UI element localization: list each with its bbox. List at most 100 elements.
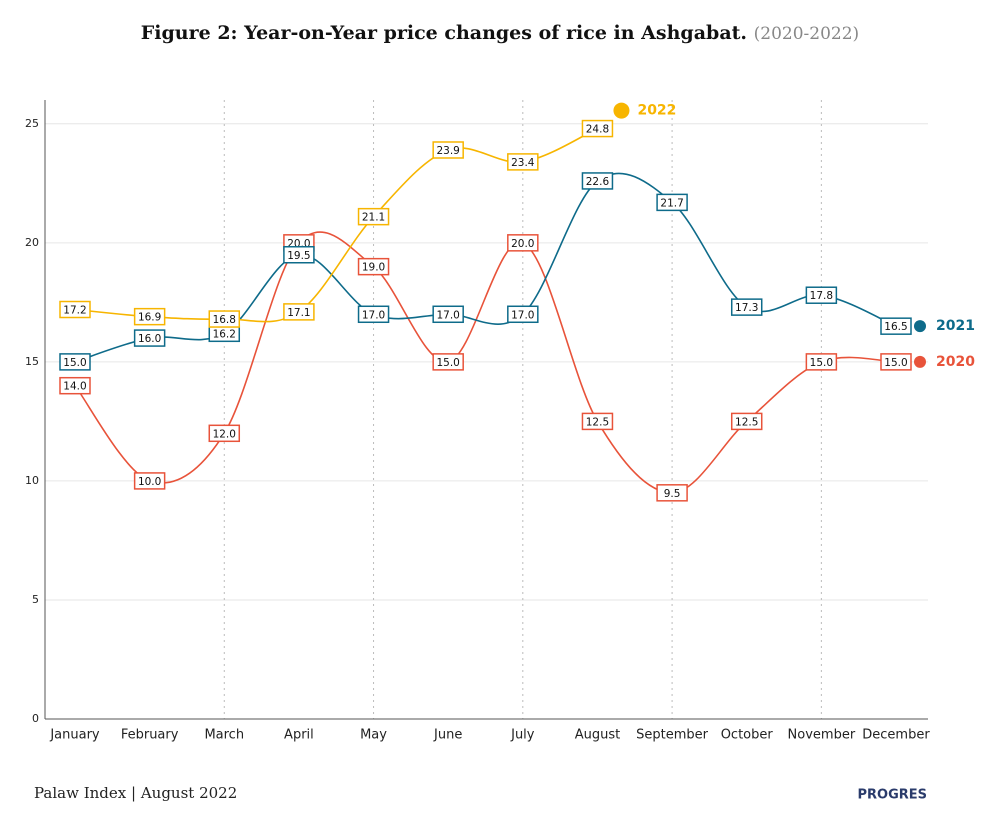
line <box>74 172 897 363</box>
label-text: 15.0 <box>884 357 907 369</box>
label-box <box>805 353 838 371</box>
legend-label: 2022 <box>637 103 676 119</box>
line <box>74 231 897 494</box>
data-label: 16.0 <box>133 329 166 347</box>
legend-label: 2020 <box>936 354 975 370</box>
data-label: 12.0 <box>208 424 241 443</box>
label-text: 12.0 <box>213 428 236 440</box>
label-box <box>880 353 912 371</box>
end-marker <box>914 320 926 333</box>
label-box <box>507 234 539 252</box>
label-text: 16.9 <box>138 312 161 324</box>
data-label: 16.9 <box>133 307 166 326</box>
label-text: 12.5 <box>586 416 609 428</box>
label-box <box>59 300 91 319</box>
label-box <box>208 310 241 328</box>
label-box <box>507 153 539 171</box>
data-label: 15.0 <box>432 353 464 371</box>
label-text: 12.5 <box>735 416 758 428</box>
label-box <box>432 141 464 159</box>
label-text: 16.2 <box>213 328 236 340</box>
data-label: 21.1 <box>357 207 390 226</box>
x-tick-label: February <box>121 728 179 743</box>
label-text: 16.8 <box>213 314 236 326</box>
data-label: 17.0 <box>357 305 390 324</box>
label-text: 15.0 <box>436 357 459 369</box>
data-label: 16.5 <box>880 317 912 335</box>
label-box <box>805 286 838 304</box>
label-box <box>730 298 763 316</box>
label-text: 21.7 <box>660 197 683 209</box>
data-label: 17.8 <box>805 286 838 304</box>
label-text: 19.0 <box>362 262 385 274</box>
label-text: 10.0 <box>138 476 161 488</box>
data-label: 20.0 <box>507 234 539 252</box>
label-box <box>283 303 315 321</box>
label-box <box>357 207 390 226</box>
x-tick-label: January <box>49 728 100 743</box>
label-text: 22.6 <box>586 176 610 188</box>
data-label: 16.2 <box>208 324 241 343</box>
label-text: 17.0 <box>436 309 459 321</box>
y-tick-label: 25 <box>25 117 39 130</box>
label-text: 17.1 <box>287 307 310 319</box>
x-tick-label: October <box>721 728 774 743</box>
label-text: 17.3 <box>735 302 758 314</box>
label-box <box>581 412 614 431</box>
label-text: 20.0 <box>511 238 534 250</box>
end-marker <box>613 102 630 119</box>
source: Palaw Index | August 2022 <box>34 784 237 802</box>
x-tick-label: April <box>284 728 314 743</box>
label-box <box>880 317 912 335</box>
data-label: 14.0 <box>59 376 91 395</box>
chart-title: Figure 2: Year-on-Year price changes of … <box>141 22 859 44</box>
label-text: 14.0 <box>63 381 86 393</box>
data-label: 17.0 <box>432 305 464 324</box>
label-text: 23.9 <box>436 145 459 157</box>
data-label: 10.0 <box>133 472 166 490</box>
data-label: 9.5 <box>656 484 688 502</box>
label-box <box>507 305 539 324</box>
x-tick-label: August <box>575 728 621 743</box>
title-text: Figure 2: Year-on-Year price changes of … <box>141 22 747 44</box>
data-label: 19.5 <box>283 246 315 264</box>
data-label: 19.0 <box>357 257 390 276</box>
label-box <box>133 307 166 326</box>
label-text: 15.0 <box>63 357 86 369</box>
x-tick-label: September <box>636 728 709 743</box>
label-box <box>357 305 390 324</box>
label-box <box>656 484 688 502</box>
label-text: 21.1 <box>362 212 385 224</box>
label-text: 24.8 <box>586 124 609 136</box>
label-text: 17.8 <box>810 290 833 302</box>
data-label: 12.5 <box>730 412 763 431</box>
label-text: 17.0 <box>511 309 534 321</box>
data-label: 22.6 <box>581 172 614 190</box>
data-label: 17.3 <box>730 298 763 316</box>
label-box <box>432 305 464 324</box>
data-label: 17.1 <box>283 303 315 321</box>
end-marker <box>914 355 926 368</box>
label-box <box>656 193 688 212</box>
data-label: 15.0 <box>59 353 91 371</box>
logo: PROGRES <box>857 788 927 803</box>
label-box <box>208 424 241 443</box>
label-text: 16.0 <box>138 333 161 345</box>
y-tick-label: 5 <box>32 593 39 606</box>
label-text: 19.5 <box>287 250 310 262</box>
data-label: 12.5 <box>581 412 614 431</box>
label-box <box>133 329 166 347</box>
y-tick-label: 0 <box>32 712 39 725</box>
label-text: 16.5 <box>884 321 907 333</box>
label-box <box>432 353 464 371</box>
data-label: 23.9 <box>432 141 464 159</box>
x-tick-label: December <box>862 728 930 743</box>
label-box <box>581 172 614 190</box>
subtitle: (2020-2022) <box>754 24 860 44</box>
x-tick-label: November <box>788 728 856 743</box>
data-label: 16.8 <box>208 310 241 328</box>
label-box <box>730 412 763 431</box>
y-tick-label: 10 <box>25 474 39 487</box>
